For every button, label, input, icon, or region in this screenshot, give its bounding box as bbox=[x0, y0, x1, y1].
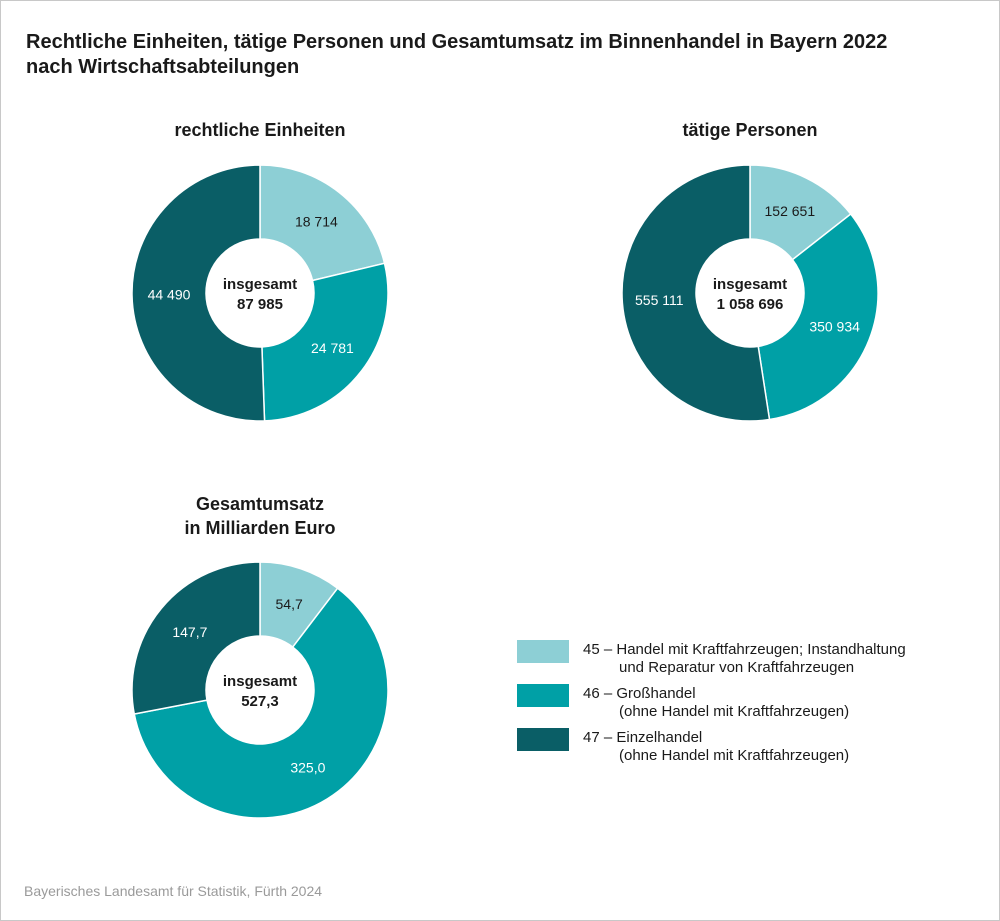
donut-chart-personen: 152 651 350 934 555 111 insgesamt 1 058 696 bbox=[621, 164, 879, 422]
value-label-umsatz-47: 147,7 bbox=[172, 624, 207, 640]
value-label-personen-45: 152 651 bbox=[765, 203, 816, 219]
slice-personen-46 bbox=[757, 212, 879, 421]
donut-chart-einheiten: 18 714 24 781 44 490 insgesamt 87 985 bbox=[131, 164, 389, 422]
slice-personen-45 bbox=[749, 164, 852, 261]
donut-chart-umsatz: 54,7 325,0 147,7 insgesamt 527,3 bbox=[131, 561, 389, 819]
value-label-umsatz-46: 325,0 bbox=[290, 759, 325, 775]
value-label-einheiten-45: 18 714 bbox=[295, 214, 338, 230]
legend-label-47-line-2: (ohne Handel mit Kraftfahrzeugen) bbox=[619, 747, 850, 764]
value-label-umsatz-45: 54,7 bbox=[276, 596, 303, 612]
value-label-personen-46: 350 934 bbox=[809, 318, 860, 334]
total-label-personen: 1 058 696 bbox=[717, 296, 784, 313]
source-note: Bayerisches Landesamt für Statistik, Für… bbox=[24, 883, 323, 899]
slice-personen-47 bbox=[621, 164, 771, 422]
slice-einheiten-47 bbox=[131, 164, 266, 422]
value-label-einheiten-47: 44 490 bbox=[148, 287, 191, 303]
chart-title-umsatz: Gesamtumsatz in Milliarden Euro bbox=[110, 492, 410, 540]
legend-text-47: 47 – Einzelhandel (ohne Handel mit Kraft… bbox=[583, 729, 849, 765]
value-label-personen-47: 555 111 bbox=[635, 292, 684, 308]
legend-swatch-46 bbox=[517, 684, 569, 707]
legend-text-45: 45 – Handel mit Kraftfahrzeugen; Instand… bbox=[583, 641, 906, 677]
legend-swatch-47 bbox=[517, 728, 569, 751]
legend-text-46: 46 – Großhandel (ohne Handel mit Kraftfa… bbox=[583, 685, 849, 721]
title-line-2: nach Wirtschaftsabteilungen bbox=[26, 56, 300, 78]
title-line-1: Rechtliche Einheiten, tätige Personen un… bbox=[26, 31, 888, 53]
value-label-einheiten-46: 24 781 bbox=[311, 340, 354, 356]
total-label-umsatz: 527,3 bbox=[241, 693, 279, 710]
legend-label-45-line-2: und Reparatur von Kraftfahrzeugen bbox=[619, 659, 855, 676]
legend-label-45-line-1: 45 – Handel mit Kraftfahrzeugen; Instand… bbox=[583, 641, 906, 658]
total-label-einheiten: 87 985 bbox=[237, 296, 283, 313]
legend-label-47-line-1: 47 – Einzelhandel bbox=[583, 729, 703, 746]
legend-swatch-45 bbox=[517, 640, 569, 663]
center-label-personen: insgesamt bbox=[713, 276, 787, 293]
slice-einheiten-46 bbox=[261, 262, 389, 422]
center-label-umsatz: insgesamt bbox=[223, 673, 297, 690]
slice-umsatz-47 bbox=[131, 561, 261, 715]
chart-title-einheiten: rechtliche Einheiten bbox=[110, 118, 410, 142]
chart-title-umsatz-line-2: in Milliarden Euro bbox=[184, 518, 336, 538]
chart-title-personen: tätige Personen bbox=[600, 118, 900, 142]
slice-umsatz-46 bbox=[133, 587, 389, 819]
slice-einheiten-45 bbox=[259, 164, 386, 282]
page-title: Rechtliche Einheiten, tätige Personen un… bbox=[26, 30, 887, 80]
chart-title-umsatz-line-1: Gesamtumsatz bbox=[195, 494, 325, 514]
legend-label-46-line-2: (ohne Handel mit Kraftfahrzeugen) bbox=[619, 703, 850, 720]
center-label-einheiten: insgesamt bbox=[223, 276, 297, 293]
legend-label-46-line-1: 46 – Großhandel bbox=[583, 685, 696, 702]
chart-title-einheiten-text: rechtliche Einheiten bbox=[174, 120, 346, 140]
chart-title-personen-text: tätige Personen bbox=[682, 120, 818, 140]
